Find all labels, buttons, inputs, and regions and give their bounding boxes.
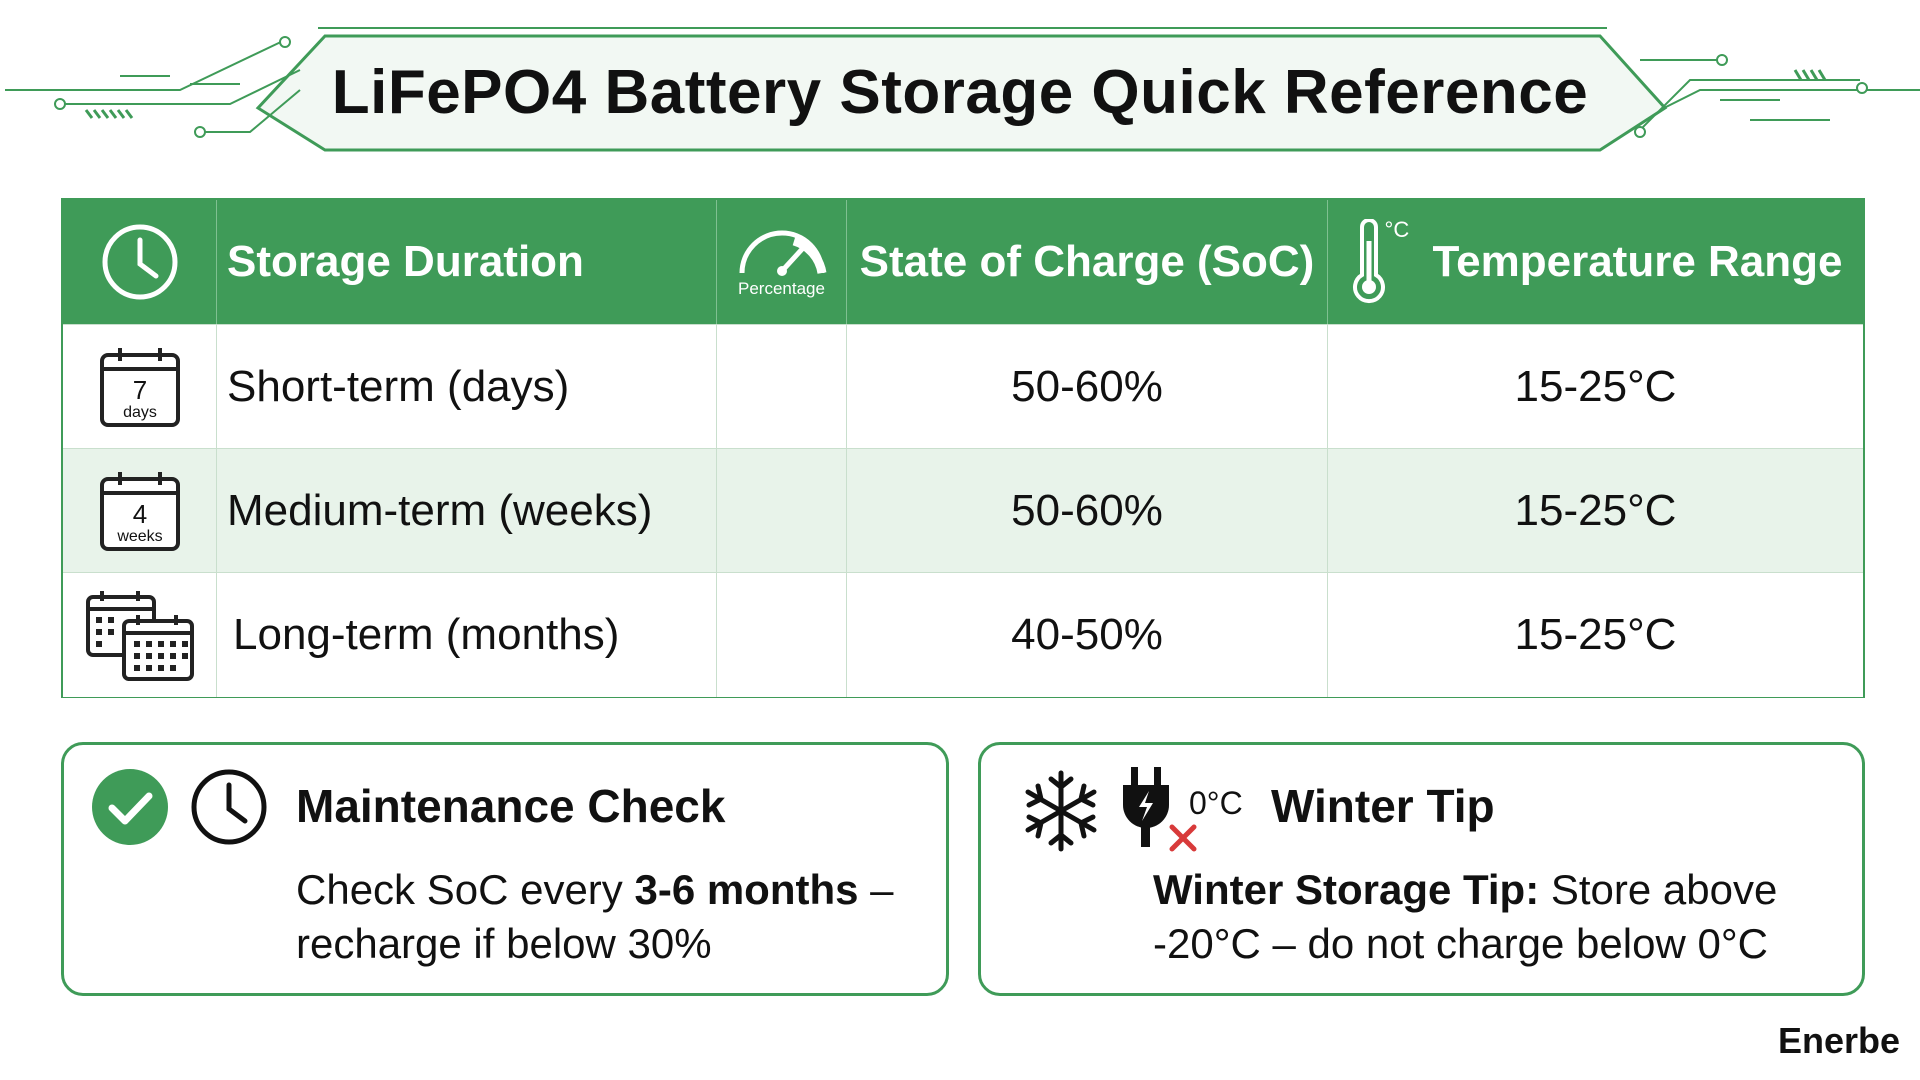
header-temperature-range: Temperature Range <box>1432 237 1843 286</box>
temp-value: 15-25°C <box>1514 610 1677 659</box>
plug-temp-label: 0°C <box>1189 785 1243 821</box>
table-row: 7 days Short-term (days) 50-60% 15-25°C <box>63 324 1863 449</box>
clock-icon <box>102 224 177 300</box>
snowflake-icon <box>1025 770 1097 852</box>
maintenance-card: Maintenance Check Check SoC every 3-6 mo… <box>61 742 949 996</box>
title-banner <box>5 27 1920 152</box>
page-title: LiFePO4 Battery Storage Quick Reference <box>331 57 1589 127</box>
plug-icon <box>1123 767 1169 847</box>
calendar-unit: days <box>123 404 157 421</box>
soc-value: 40-50% <box>1011 610 1163 659</box>
calendar-icon: 7 days <box>99 348 180 427</box>
gauge-label: Percentage <box>738 279 825 298</box>
temp-value: 15-25°C <box>1514 362 1677 411</box>
celsius-unit: °C <box>1384 217 1410 242</box>
winter-title: Winter Tip <box>1271 780 1495 832</box>
brand-logo: Enerbe <box>1777 1020 1900 1061</box>
soc-value: 50-60% <box>1011 486 1163 535</box>
duration-label: Medium-term (weeks) <box>227 486 653 535</box>
calendar-icon: 4 weeks <box>99 472 180 551</box>
soc-value: 50-60% <box>1011 362 1163 411</box>
calendars-icon <box>85 591 194 681</box>
clock-icon <box>191 769 267 845</box>
calendar-unit: weeks <box>116 528 162 545</box>
storage-table: Storage Duration Percentage State of Cha… <box>61 198 1865 698</box>
gauge-icon <box>739 230 826 276</box>
temp-value: 15-25°C <box>1514 486 1677 535</box>
calendar-number: 4 <box>132 499 146 529</box>
table-row: Long-term (months) 40-50% 15-25°C <box>63 572 1863 697</box>
table-header-row: Storage Duration Percentage State of Cha… <box>63 200 1863 324</box>
maintenance-body: Check SoC every 3-6 months – recharge if… <box>296 866 894 967</box>
maintenance-interval: 3-6 months <box>634 866 859 913</box>
header-storage-duration: Storage Duration <box>227 237 584 286</box>
maintenance-title: Maintenance Check <box>296 780 726 832</box>
thermometer-icon <box>1352 219 1385 304</box>
calendar-number: 7 <box>132 375 146 405</box>
winter-body-lead: Winter Storage Tip: <box>1153 866 1540 913</box>
duration-label: Long-term (months) <box>233 610 620 659</box>
winter-body: Winter Storage Tip: Store above -20°C – … <box>1153 866 1778 967</box>
winter-card: 0°C Winter Tip Winter Storage Tip: Store… <box>978 742 1865 996</box>
check-circle-icon <box>92 769 168 845</box>
duration-label: Short-term (days) <box>227 362 570 411</box>
header-soc: State of Charge (SoC) <box>859 237 1315 286</box>
close-x-icon <box>1169 824 1197 852</box>
table-row: 4 weeks Medium-term (weeks) 50-60% 15-25… <box>63 448 1863 573</box>
